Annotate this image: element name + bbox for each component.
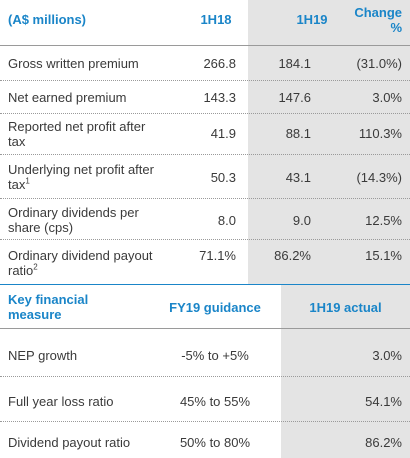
row-change: 12.5%: [365, 213, 402, 228]
row-label: Ordinary dividend payout ratio2: [8, 248, 188, 278]
header-change-line2: %: [390, 20, 402, 35]
table-row: Reported net profit after tax 41.9 88.1 …: [0, 114, 410, 154]
row-label-line1: Ordinary dividends per: [8, 205, 139, 220]
row-1h18: 50.3: [210, 170, 236, 185]
row-label: Gross written premium: [8, 56, 139, 71]
row-1h18: 71.1%: [199, 248, 236, 263]
row-guidance: -5% to +5%: [181, 348, 249, 363]
row-label: Net earned premium: [8, 90, 127, 105]
row-1h19: 43.1: [285, 170, 311, 185]
row-change: 110.3%: [358, 126, 402, 141]
divider: [0, 154, 410, 155]
header-key-financial-measure: Key financial measure: [8, 292, 188, 322]
row-actual: 86.2%: [365, 435, 402, 450]
divider: [0, 80, 410, 81]
divider: [0, 113, 410, 114]
table-row: Ordinary dividend payout ratio2 71.1% 86…: [0, 240, 410, 284]
divider: [0, 239, 410, 240]
row-label-line2: tax: [8, 177, 26, 192]
divider: [0, 45, 410, 46]
header-fy19-guidance: FY19 guidance: [169, 300, 261, 315]
table-row: Gross written premium 266.8 184.1 (31.0%…: [0, 46, 410, 80]
row-label-line2: share (cps): [8, 220, 74, 235]
divider: [0, 198, 410, 199]
table-row: Dividend payout ratio 50% to 80% 86.2%: [0, 422, 410, 458]
table-row: NEP growth -5% to +5% 3.0%: [0, 329, 410, 376]
row-1h19: 9.0: [292, 213, 311, 228]
1h19-actual-column-shading: [281, 284, 410, 458]
row-label: NEP growth: [8, 348, 78, 363]
table1-header: (A$ millions) 1H18 1H19 Change %: [0, 0, 410, 46]
header-1h18: 1H18: [200, 12, 232, 27]
table2-header: Key financial measure FY19 guidance 1H19…: [0, 285, 410, 328]
row-label-line1: Underlying net profit after: [8, 162, 154, 177]
row-change: (14.3%): [356, 170, 402, 185]
table-row: Full year loss ratio 45% to 55% 54.1%: [0, 377, 410, 421]
header-line1: Key financial: [8, 292, 89, 307]
header-change: Change %: [332, 5, 402, 35]
footnote-marker: 1: [25, 176, 30, 186]
header-1h19: 1H19: [296, 12, 328, 27]
row-label: Full year loss ratio: [8, 394, 114, 409]
row-guidance: 50% to 80%: [179, 435, 251, 450]
header-1h19-actual: 1H19 actual: [309, 300, 382, 315]
row-1h18: 8.0: [217, 213, 236, 228]
row-actual: 54.1%: [365, 394, 402, 409]
row-1h18: 41.9: [210, 126, 236, 141]
row-change: 3.0%: [372, 90, 402, 105]
row-actual: 3.0%: [372, 348, 402, 363]
row-label: Underlying net profit after tax1: [8, 162, 188, 192]
divider: [0, 376, 410, 377]
divider: [0, 328, 410, 329]
row-1h19: 86.2%: [274, 248, 311, 263]
row-change: 15.1%: [365, 248, 402, 263]
row-1h19: 184.1: [278, 56, 311, 71]
table-row: Net earned premium 143.3 147.6 3.0%: [0, 81, 410, 113]
row-label: Ordinary dividends per share (cps): [8, 205, 188, 235]
row-label-line1: Reported net profit after: [8, 119, 146, 134]
row-1h19: 147.6: [278, 90, 311, 105]
row-label: Reported net profit after tax: [8, 119, 188, 149]
header-label: (A$ millions): [8, 12, 87, 27]
table-row: Ordinary dividends per share (cps) 8.0 9…: [0, 199, 410, 239]
footnote-marker: 2: [33, 262, 38, 272]
row-1h18: 143.3: [203, 90, 236, 105]
row-label-line1: Ordinary dividend payout: [8, 248, 153, 263]
divider: [0, 284, 410, 285]
divider: [0, 421, 410, 422]
table-row: Underlying net profit after tax1 50.3 43…: [0, 155, 410, 198]
row-label-line2: ratio: [8, 263, 34, 278]
row-1h18: 266.8: [203, 56, 236, 71]
1h19-column-shading: [248, 0, 410, 284]
row-1h19: 88.1: [285, 126, 311, 141]
header-change-line1: Change: [354, 5, 402, 20]
row-label-line2: tax: [8, 134, 26, 149]
header-line2: measure: [8, 307, 62, 322]
row-change: (31.0%): [356, 56, 402, 71]
row-guidance: 45% to 55%: [179, 394, 251, 409]
row-label: Dividend payout ratio: [8, 435, 131, 450]
